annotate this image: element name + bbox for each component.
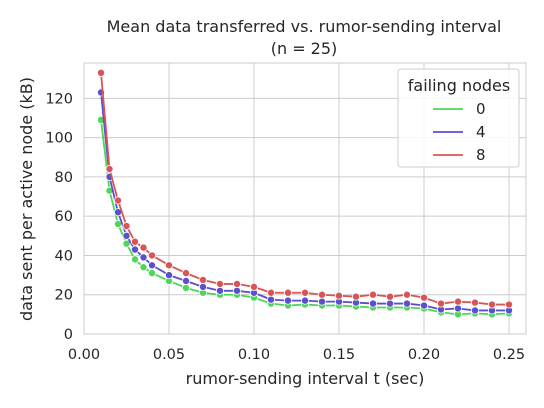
data-point <box>453 304 462 313</box>
data-point <box>385 292 394 301</box>
data-point <box>122 239 131 248</box>
x-tick-label: 0.05 <box>153 347 185 363</box>
legend-label: 8 <box>476 146 486 164</box>
data-point <box>470 298 479 307</box>
data-point <box>419 301 428 310</box>
data-point <box>385 299 394 308</box>
y-axis-title: data sent per active node (kB) <box>17 77 36 321</box>
y-tick-labels: 0 20 40 60 80 100 120 <box>45 91 73 343</box>
data-point <box>232 286 241 295</box>
data-point <box>164 271 173 280</box>
y-tick-label: 0 <box>64 327 73 343</box>
data-point <box>402 299 411 308</box>
data-point <box>139 253 148 262</box>
data-point <box>139 243 148 252</box>
legend-title: failing nodes <box>408 76 510 95</box>
y-tick-label: 100 <box>45 131 73 147</box>
data-point <box>283 296 292 305</box>
data-point <box>164 261 173 270</box>
data-point <box>334 291 343 300</box>
y-tick-label: 80 <box>55 170 73 186</box>
y-tick-label: 20 <box>55 288 73 304</box>
y-tick-label: 60 <box>55 209 73 225</box>
chart-title: Mean data transferred vs. rumor-sending … <box>107 17 502 36</box>
data-point <box>97 68 106 77</box>
data-point <box>147 269 156 278</box>
x-tick-label: 0.10 <box>238 347 270 363</box>
data-point <box>215 279 224 288</box>
data-point <box>266 288 275 297</box>
data-point <box>114 196 123 205</box>
data-point <box>215 286 224 295</box>
data-point <box>317 290 326 299</box>
x-tick-label: 0.25 <box>493 347 525 363</box>
data-point <box>368 290 377 299</box>
data-point <box>487 300 496 309</box>
data-point <box>181 269 190 278</box>
series-8 <box>97 68 513 309</box>
x-tick-label: 0.20 <box>408 347 440 363</box>
x-tick-labels: 0.00 0.05 0.10 0.15 0.20 0.25 <box>68 347 525 363</box>
legend-box <box>397 68 520 168</box>
data-point <box>419 293 428 302</box>
legend-label: 0 <box>476 100 486 118</box>
series-line <box>100 92 509 312</box>
data-point <box>402 290 411 299</box>
data-point <box>147 261 156 270</box>
data-point <box>139 263 148 272</box>
data-point <box>300 288 309 297</box>
data-point <box>105 165 114 174</box>
series-line <box>100 72 509 306</box>
data-point <box>504 300 513 309</box>
data-point <box>266 295 275 304</box>
y-tick-label: 40 <box>55 248 73 264</box>
data-point <box>130 245 139 254</box>
data-point <box>232 279 241 288</box>
legend: failing nodes 0 4 8 <box>397 68 520 168</box>
legend-label: 4 <box>476 123 486 141</box>
data-point <box>351 292 360 301</box>
data-point <box>300 296 309 305</box>
data-point <box>436 299 445 308</box>
data-point <box>130 255 139 264</box>
x-tick-label: 0.15 <box>323 347 355 363</box>
chart-subtitle: (n = 25) <box>271 39 338 58</box>
data-point <box>283 288 292 297</box>
x-axis-title: rumor-sending interval t (sec) <box>186 369 425 388</box>
data-point <box>453 297 462 306</box>
series-4 <box>97 88 513 315</box>
data-point <box>122 231 131 240</box>
data-point <box>130 237 139 246</box>
series-line <box>100 119 510 316</box>
series-layer <box>97 68 513 319</box>
data-point <box>198 282 207 291</box>
plot-area-frame <box>83 62 527 335</box>
y-tick-label: 120 <box>45 91 73 107</box>
data-point <box>181 283 190 292</box>
data-point <box>181 276 190 285</box>
data-point <box>147 251 156 260</box>
data-point <box>122 221 131 230</box>
data-point <box>317 297 326 306</box>
data-point <box>198 275 207 284</box>
data-point <box>368 299 377 308</box>
data-point <box>249 282 258 291</box>
legend-items: 0 4 8 <box>433 100 486 164</box>
data-point <box>470 306 479 315</box>
x-tick-label: 0.00 <box>68 347 100 363</box>
